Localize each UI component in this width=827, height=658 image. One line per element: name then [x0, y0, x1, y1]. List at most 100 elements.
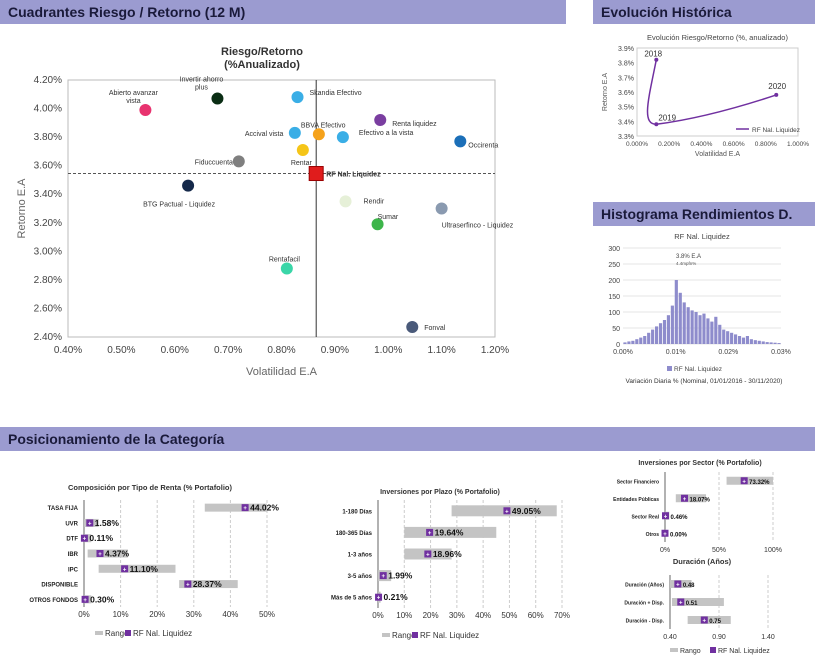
histogram-bar — [690, 310, 694, 344]
histogram-bar — [623, 342, 627, 344]
x-tick-label: 0.200% — [658, 141, 680, 148]
value-marker — [121, 565, 129, 573]
histogram-bar — [666, 315, 670, 344]
y-tick-label: 100 — [608, 310, 620, 317]
histogram-bar — [714, 316, 718, 344]
data-point — [339, 195, 352, 208]
y-tick-label: 3.7% — [618, 75, 634, 82]
value-label: 0.30% — [90, 594, 115, 604]
x-tick-label: 0.60% — [161, 345, 189, 356]
point-label: Efectivo a la vista — [359, 130, 414, 137]
legend-label: RF Nal. Liquidez — [420, 631, 479, 640]
legend-label: RF Nal. Liquidez — [674, 366, 722, 373]
row-label: DTF — [66, 537, 78, 543]
histogram-bar — [643, 336, 647, 344]
histogram-bar — [686, 307, 690, 344]
value-marker — [184, 580, 192, 588]
x-axis-label: Volatilidad E.A — [695, 151, 740, 158]
row-label: Otros — [646, 532, 660, 538]
chart-title: Inversiones por Plazo (% Portafolio) — [380, 489, 500, 496]
data-point — [774, 92, 779, 97]
row-label: IBR — [68, 552, 79, 558]
value-label: 0.00% — [670, 532, 688, 538]
legend-swatch-range — [670, 648, 678, 652]
x-tick-label: 30% — [449, 611, 465, 620]
range-bar — [179, 580, 238, 589]
value-label: 0.75 — [709, 619, 721, 625]
value-label: 1.58% — [95, 518, 120, 528]
legend-label: Rango — [392, 631, 416, 640]
data-point — [232, 155, 245, 168]
data-point — [291, 91, 304, 104]
value-marker — [241, 504, 249, 512]
x-tick-label: 0.02% — [718, 349, 738, 356]
data-point — [374, 113, 387, 126]
evolution-header: Evolución Histórica — [593, 0, 815, 24]
chart-title: Riesgo/Retorno — [221, 46, 303, 58]
data-point — [139, 103, 152, 116]
point-label: Rentar — [291, 160, 313, 167]
point-label: Invertir ahorro — [180, 77, 224, 84]
x-tick-label: 20% — [149, 610, 165, 619]
x-tick-label: 0.01% — [666, 349, 686, 356]
value-marker — [80, 534, 88, 542]
legend-swatch — [667, 366, 672, 371]
value-marker — [681, 494, 689, 502]
value-marker — [81, 595, 89, 603]
y-axis-label: Retorno E.A — [16, 178, 28, 239]
x-tick-label: 1.40 — [761, 634, 775, 641]
point-label: Occirenta — [468, 142, 498, 149]
risk-return-header: Cuadrantes Riesgo / Retorno (12 M) — [0, 0, 566, 24]
x-tick-label: 1.20% — [481, 345, 509, 356]
point-label: BBVA Efectivo — [301, 122, 346, 129]
x-tick-label: 50% — [501, 611, 517, 620]
histogram-bar — [702, 313, 706, 344]
value-label: 49.05% — [512, 506, 541, 516]
x-tick-label: 40% — [222, 610, 238, 619]
positioning-header-text: Posicionamiento de la Categoría — [8, 431, 225, 447]
legend-label: Rango — [105, 629, 129, 638]
x-tick-label: 60% — [528, 611, 544, 620]
value-marker — [503, 507, 511, 515]
plot-frame — [67, 79, 496, 338]
y-tick-label: 3.8% — [618, 61, 634, 68]
y-tick-label: 3.00% — [34, 246, 62, 257]
x-tick-label: 0.03% — [771, 349, 791, 356]
marker-plus: + — [505, 509, 509, 515]
histogram-bar — [674, 280, 678, 344]
histogram-header-text: Histograma Rendimientos D. — [601, 206, 793, 222]
x-tick-label: 0.00% — [613, 349, 633, 356]
row-label: 1-3 años — [348, 553, 373, 559]
histogram-bar — [769, 342, 773, 344]
y-tick-label: 250 — [608, 262, 620, 269]
term-bar-chart: Inversiones por Plazo (% Portafolio) 0% 10… — [331, 489, 570, 640]
x-tick-label: 0% — [660, 547, 670, 554]
point-label: Fiduccuenta — [195, 159, 233, 166]
point-label: Abierto avanzar — [109, 90, 159, 97]
histogram-bar — [662, 320, 667, 344]
y-axis-label: Retorno E.A — [602, 73, 609, 111]
histogram-bar — [658, 323, 663, 344]
value-label: 18.96% — [433, 549, 462, 559]
y-tick-label: 3.3% — [618, 134, 634, 141]
marker-plus: + — [186, 583, 190, 589]
histogram-bar — [655, 326, 659, 344]
y-tick-label: 3.40% — [34, 189, 62, 200]
point-label: vista — [126, 98, 141, 105]
histogram-bar — [627, 341, 631, 344]
value-marker — [424, 550, 432, 558]
x-tick-label: 20% — [423, 611, 439, 620]
x-tick-label: 1.10% — [427, 345, 455, 356]
point-label: 2019 — [658, 113, 676, 122]
y-tick-label: 300 — [608, 246, 620, 253]
x-tick-label: 40% — [475, 611, 491, 620]
value-marker — [86, 519, 94, 527]
value-label: 19.64% — [435, 527, 464, 537]
value-marker — [379, 572, 387, 580]
point-label: Ultraserfinco - Liquidez — [442, 223, 514, 230]
row-label: IPC — [68, 567, 79, 573]
data-point — [435, 202, 448, 215]
legend-swatch-marker — [710, 647, 716, 653]
x-tick-label: 1.000% — [787, 141, 809, 148]
point-label: Sumar — [378, 214, 399, 221]
